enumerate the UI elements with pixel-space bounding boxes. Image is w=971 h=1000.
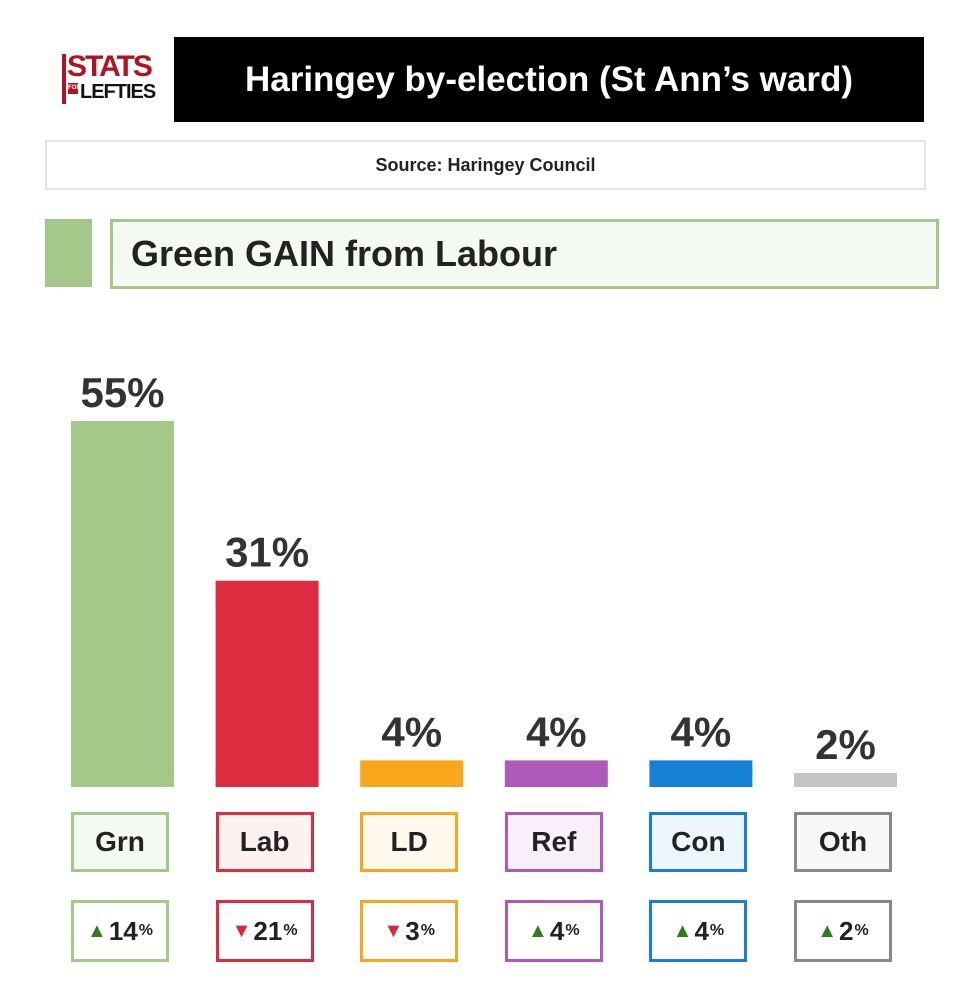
bar-lab [215,580,319,787]
logo-lefties-text: LEFTIES [80,81,156,103]
change-box-ref: ▲ 4% [504,900,603,962]
chart-title: Haringey by-election (St Ann’s ward) [174,37,924,122]
party-label-con: Con [649,812,748,872]
change-value: 2 [839,915,854,946]
change-box-oth: ▲ 2% [794,900,892,962]
change-unit: % [283,922,298,939]
down-arrow-icon: ▼ [383,919,404,942]
stats-for-lefties-logo: STATS FOR LEFTIES [62,52,156,108]
party-label-oth: Oth [794,812,892,872]
change-value: 21 [253,915,283,946]
change-box-ld: ▼ 3% [360,900,459,962]
bar-ld [360,760,464,787]
bar-ref [504,760,608,787]
up-arrow-icon: ▲ [672,919,693,942]
change-unit: % [709,922,725,939]
logo-bar [62,54,66,104]
down-arrow-icon: ▼ [231,919,252,942]
party-label-ld: LD [360,812,459,872]
change-value: 14 [108,915,138,946]
value-label-con: 4% [671,708,732,755]
value-label-ref: 4% [526,708,587,755]
value-label-oth: 2% [815,721,876,768]
result-color-swatch [45,219,92,287]
change-unit: % [420,922,435,939]
change-unit: % [854,922,869,939]
result-headline: Green GAIN from Labour [110,219,939,289]
change-box-lab: ▼ 21% [215,900,314,962]
change-value: 4 [549,915,565,946]
change-value: 4 [694,915,709,946]
value-label-ld: 4% [381,708,442,755]
party-label-ref: Ref [504,812,603,872]
logo-stats-text: STATS [67,50,153,83]
bar-con [649,760,753,787]
source-note: Source: Haringey Council [45,140,926,190]
up-arrow-icon: ▲ [817,919,838,942]
change-box-grn: ▲ 14% [71,900,169,962]
logo-for-text: FOR [68,83,81,94]
up-arrow-icon: ▲ [528,919,548,942]
change-value: 3 [405,915,420,946]
bar-oth [794,773,897,787]
value-label-grn: 55% [80,369,164,416]
bar-grn [71,421,174,787]
party-label-lab: Lab [215,812,314,872]
party-label-grn: Grn [71,812,169,872]
up-arrow-icon: ▲ [87,919,107,942]
change-unit: % [565,922,580,939]
change-unit: % [138,922,153,939]
change-box-con: ▲ 4% [649,900,748,962]
value-label-lab: 31% [225,529,309,576]
